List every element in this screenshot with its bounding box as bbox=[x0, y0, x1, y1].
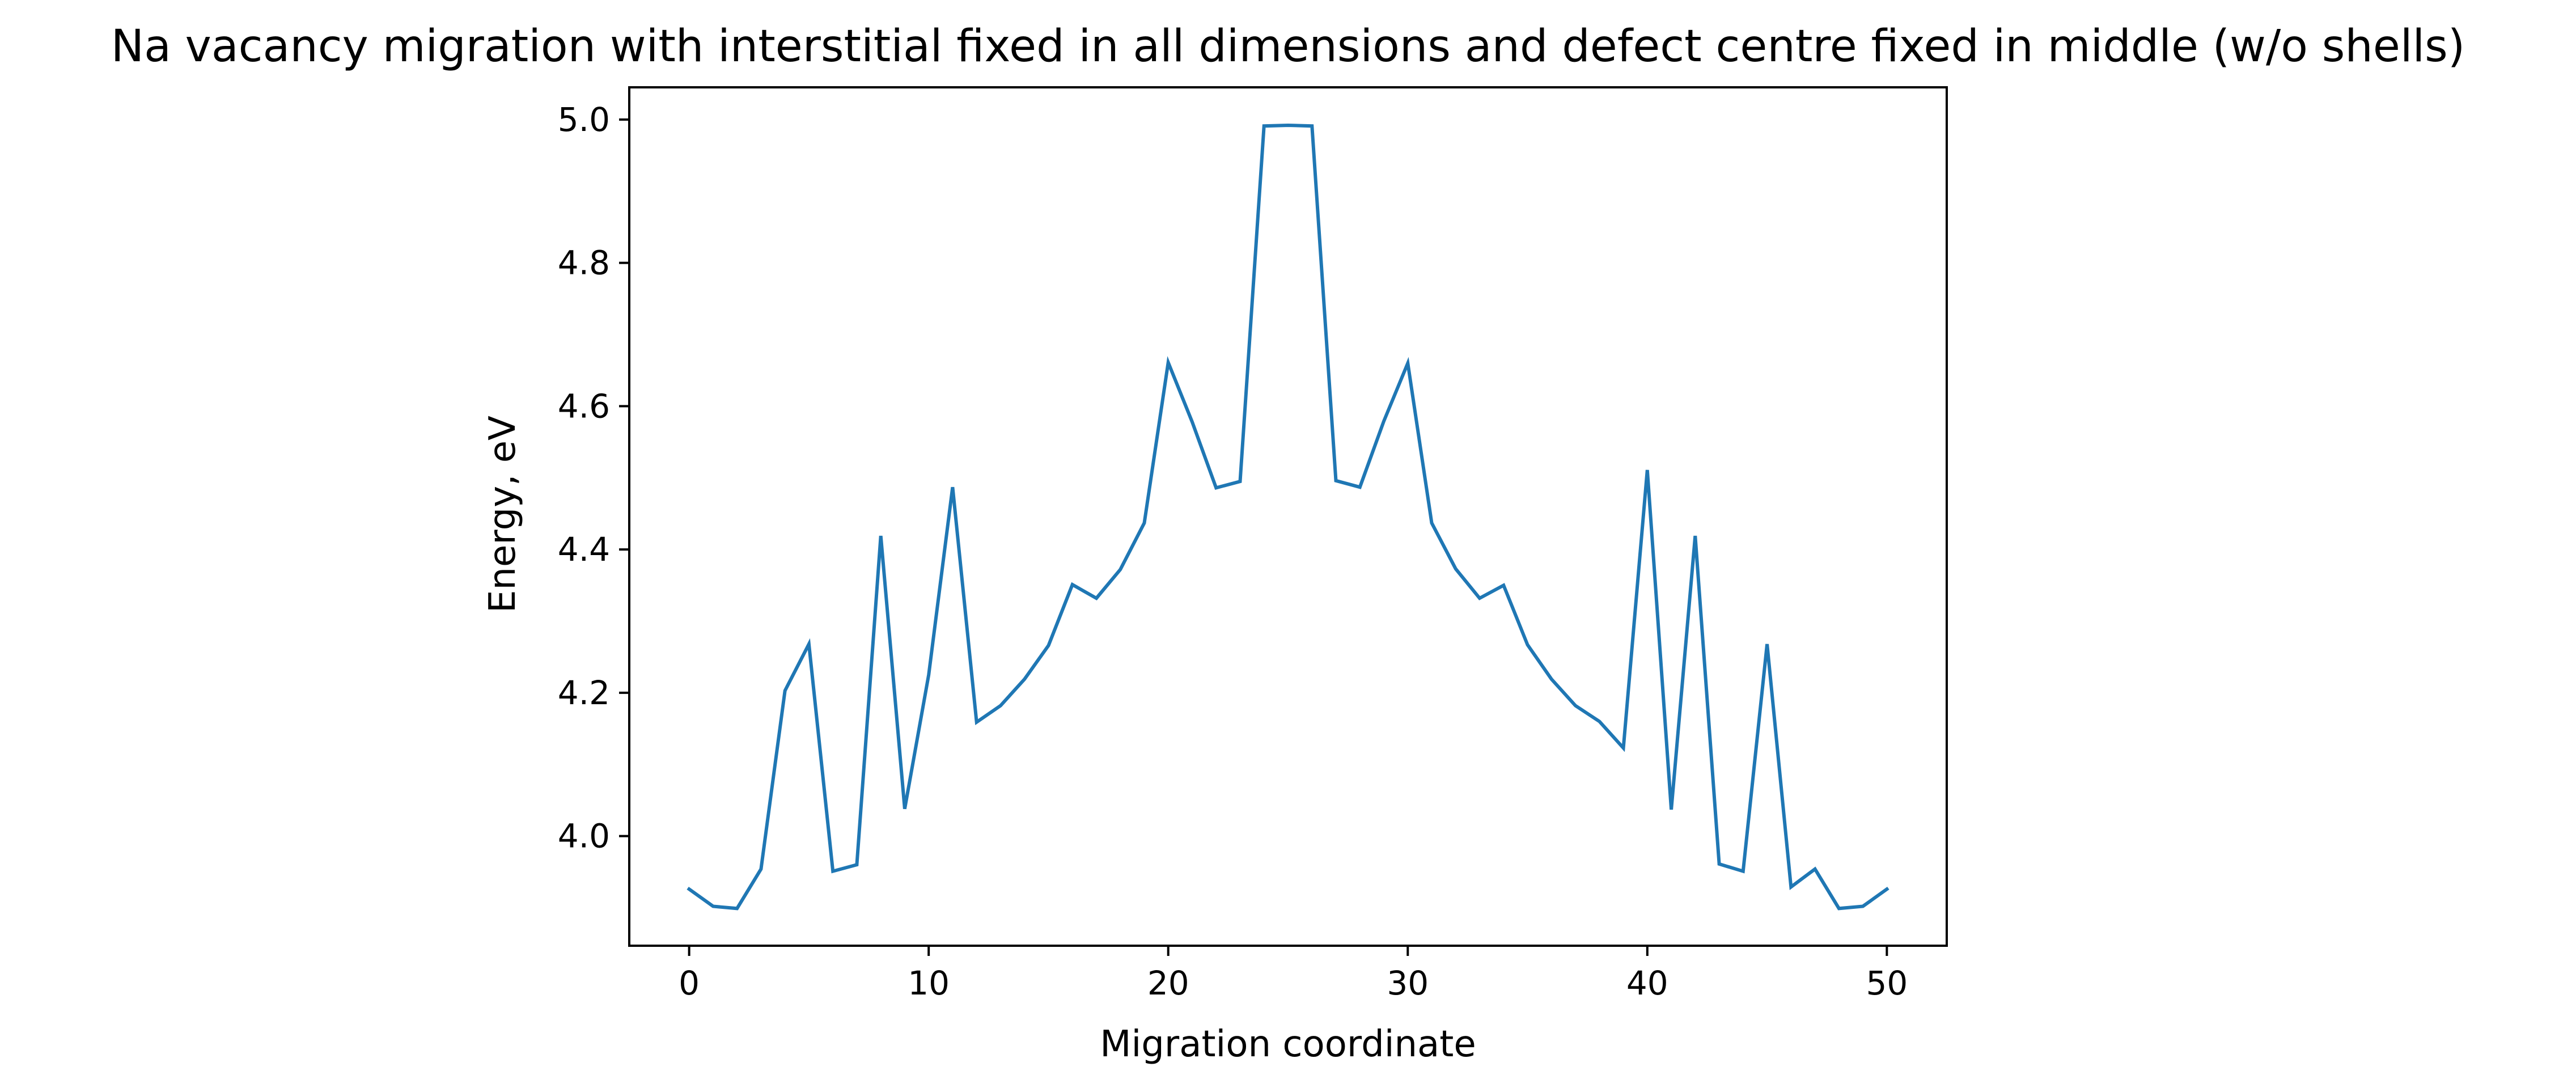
y-axis: 4.0 4.2 4.4 4.6 4.8 5.0 bbox=[558, 100, 629, 856]
y-tick-label: 4.8 bbox=[558, 244, 610, 282]
chart-title: Na vacancy migration with interstitial f… bbox=[111, 21, 2465, 72]
x-axis: 0 10 20 30 40 50 bbox=[679, 946, 1908, 1002]
x-tick-label: 20 bbox=[1147, 964, 1189, 1002]
x-axis-label: Migration coordinate bbox=[1100, 1023, 1476, 1065]
plot-frame bbox=[628, 86, 1948, 947]
plot-area bbox=[628, 86, 1948, 947]
y-tick-label: 4.2 bbox=[558, 674, 610, 712]
y-tick-label: 5.0 bbox=[558, 100, 610, 139]
y-tick-label: 4.0 bbox=[558, 817, 610, 856]
y-axis-label: Energy, eV bbox=[482, 416, 524, 613]
x-tick-label: 0 bbox=[679, 964, 700, 1002]
y-tick-label: 4.6 bbox=[558, 387, 610, 425]
series-line bbox=[687, 123, 1889, 911]
series-group bbox=[687, 123, 1889, 911]
y-tick-label: 4.4 bbox=[558, 530, 610, 569]
x-tick-label: 30 bbox=[1387, 964, 1429, 1002]
x-tick-label: 50 bbox=[1866, 964, 1908, 1002]
x-tick-label: 10 bbox=[908, 964, 950, 1002]
x-tick-label: 40 bbox=[1626, 964, 1668, 1002]
